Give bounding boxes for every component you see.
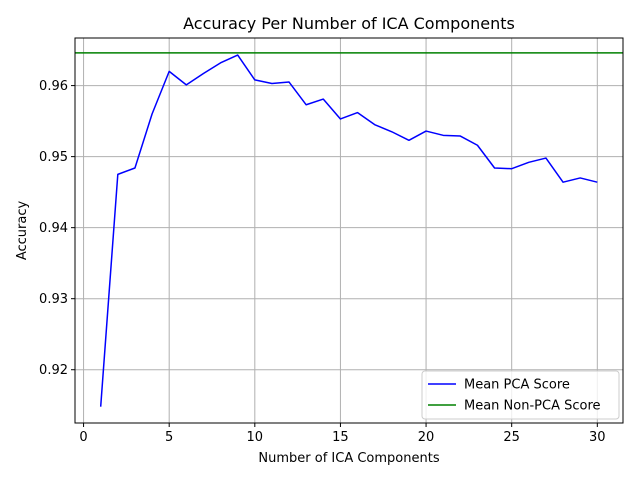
legend-box: [421, 370, 620, 420]
x-axis-ticks: 0 5 10 15 20 25 30: [79, 423, 606, 445]
plot-area: [75, 38, 623, 423]
x-tick-label: 5: [165, 430, 173, 445]
x-tick-label: 20: [418, 430, 435, 445]
y-tick-label: 0.94: [39, 221, 68, 236]
y-axis-ticks: 0.92 0.93 0.94 0.95 0.96: [39, 79, 75, 378]
legend: Mean PCA Score Mean Non-PCA Score: [421, 370, 620, 420]
y-tick-label: 0.96: [39, 79, 68, 94]
x-tick-label: 10: [247, 430, 264, 445]
y-tick-label: 0.92: [39, 363, 68, 378]
y-tick-label: 0.93: [39, 292, 68, 307]
x-axis-title: Number of ICA Components: [258, 451, 439, 466]
series-layer: [75, 52, 623, 407]
grid: [75, 38, 623, 423]
legend-label-mean-pca-score: Mean PCA Score: [464, 378, 570, 393]
legend-label-mean-non-pca-score: Mean Non-PCA Score: [464, 399, 601, 414]
x-tick-label: 15: [332, 430, 349, 445]
series-line-mean-pca-score: [99, 54, 598, 407]
y-tick-label: 0.95: [39, 150, 68, 165]
x-tick-label: 25: [503, 430, 520, 445]
x-tick-label: 0: [79, 430, 87, 445]
y-axis-title: Accuracy: [15, 201, 30, 261]
plot-frame: [74, 37, 624, 424]
x-tick-label: 30: [589, 430, 606, 445]
chart-title: Accuracy Per Number of ICA Components: [183, 14, 515, 33]
